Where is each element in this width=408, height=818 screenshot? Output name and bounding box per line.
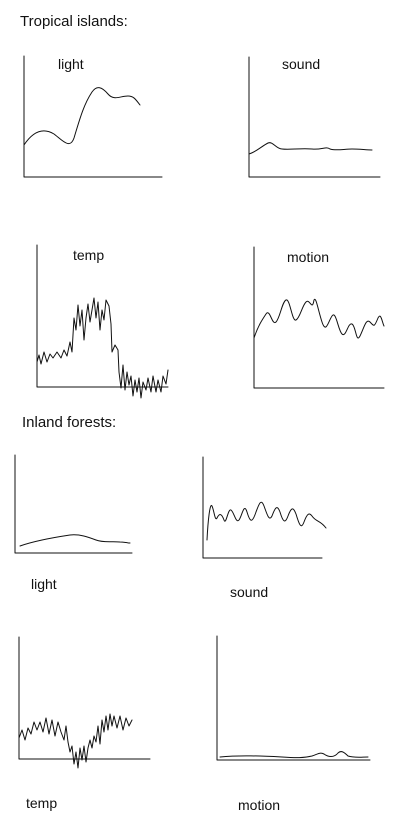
axis-tropical-light [23, 55, 163, 178]
section-heading-inland: Inland forests: [22, 414, 117, 431]
curve-tropical-temp [36, 297, 169, 399]
curve-tropical-motion [253, 298, 385, 339]
plot-label-tropical-motion: motion [287, 249, 330, 265]
curve-inland-temp [18, 713, 133, 769]
plot-label-inland-light: light [31, 576, 57, 592]
plot-label-tropical-temp: temp [73, 247, 105, 263]
axis-tropical-sound [248, 56, 381, 178]
curve-inland-motion [219, 751, 369, 759]
plot-label-inland-sound: sound [230, 584, 269, 600]
curve-inland-light [19, 534, 131, 547]
axis-inland-motion [216, 635, 371, 761]
plot-label-tropical-light: light [58, 56, 84, 72]
plot-label-inland-motion: motion [238, 797, 281, 813]
axis-tropical-motion [253, 246, 385, 389]
curve-tropical-sound [248, 142, 373, 155]
axis-inland-temp [18, 636, 151, 760]
plot-label-tropical-sound: sound [282, 56, 321, 72]
plot-label-inland-temp: temp [26, 795, 58, 811]
section-heading-tropical: Tropical islands: [20, 13, 128, 30]
curve-inland-sound [206, 501, 327, 541]
axis-inland-light [14, 454, 133, 554]
axis-inland-sound [202, 456, 323, 559]
curve-tropical-light [23, 87, 141, 146]
